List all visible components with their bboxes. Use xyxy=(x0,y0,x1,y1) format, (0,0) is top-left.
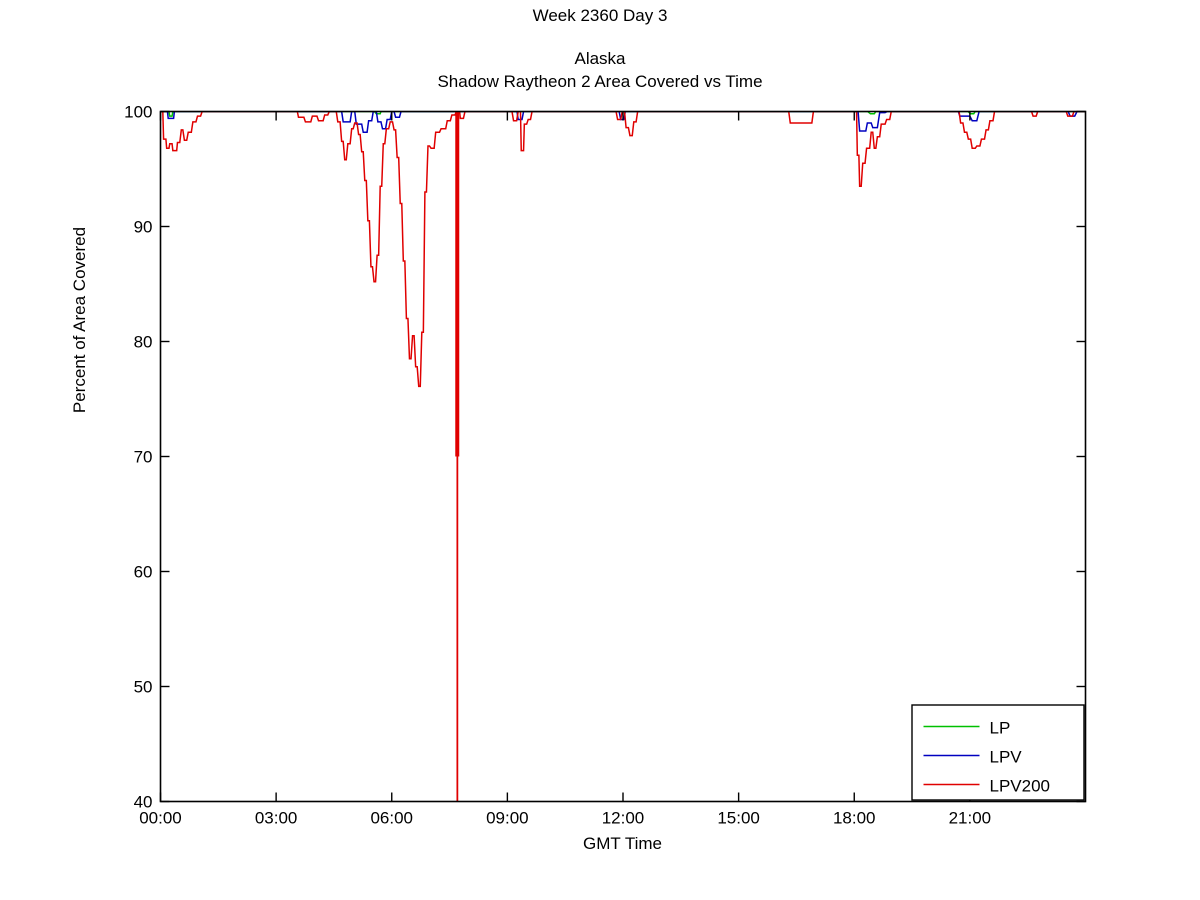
legend-label-lpv200: LPV200 xyxy=(990,777,1051,796)
y-tick-label: 80 xyxy=(134,333,153,352)
y-tick-label: 60 xyxy=(134,563,153,582)
series-line-lp xyxy=(160,111,1086,117)
axes-title: Alaska Shadow Raytheon 2 Area Covered vs… xyxy=(0,47,1200,93)
y-tick-label: 50 xyxy=(134,678,153,697)
x-tick-label: 00:00 xyxy=(139,809,182,828)
axis-ticks-layer: 00:00 03:00 06:00 09:00 12:00 15:00 18:00 21:00… xyxy=(124,103,1086,828)
x-tick-label: 15:00 xyxy=(717,809,760,828)
series-line-lpv200 xyxy=(160,111,1086,802)
x-tick-label: 18:00 xyxy=(833,809,876,828)
x-tick-label: 06:00 xyxy=(370,809,413,828)
figure-suptitle: Week 2360 Day 3 xyxy=(532,6,668,25)
x-tick-label: 12:00 xyxy=(602,809,645,828)
plot-frame xyxy=(159,110,1087,803)
legend-label-lp: LP xyxy=(990,719,1011,738)
x-tick-label: 09:00 xyxy=(486,809,529,828)
y-tick-label: 40 xyxy=(134,793,153,812)
y-tick-label: 100 xyxy=(124,103,152,122)
x-tick-label: 03:00 xyxy=(255,809,298,828)
axes-title-line1: Alaska xyxy=(574,49,626,68)
y-tick-label: 90 xyxy=(134,218,153,237)
chart-legend: LP LPV LPV200 xyxy=(911,704,1085,801)
x-axis-label: GMT Time xyxy=(582,834,663,853)
legend-label-lpv: LPV xyxy=(990,748,1023,767)
axes-title-line2: Shadow Raytheon 2 Area Covered vs Time xyxy=(437,72,763,91)
x-tick-label: 21:00 xyxy=(949,809,992,828)
series-layer xyxy=(160,111,1086,802)
y-tick-label: 70 xyxy=(134,448,153,467)
